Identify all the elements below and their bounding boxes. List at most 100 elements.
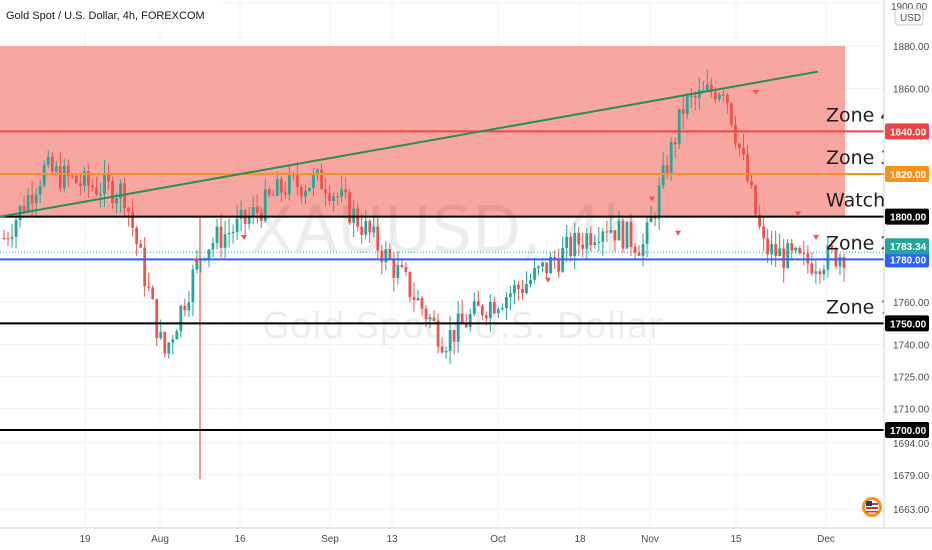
signal-marker xyxy=(795,211,801,217)
time-tick-label: 13 xyxy=(386,534,398,545)
time-axis-ticks[interactable]: 19 Aug 16 Sep 13 Oct 18 Nov 15 Dec xyxy=(79,534,834,545)
candle-body xyxy=(143,247,147,287)
candle-body xyxy=(738,143,741,148)
candle-body xyxy=(541,262,544,267)
candle-body xyxy=(22,205,26,212)
candle-body xyxy=(480,305,484,316)
candle-body xyxy=(726,94,729,104)
candle-body xyxy=(581,244,585,249)
candle-body xyxy=(34,194,38,204)
candle-body xyxy=(320,169,323,190)
candle-body xyxy=(396,264,400,278)
candle-body xyxy=(625,221,629,249)
candle-body xyxy=(336,196,339,198)
candle-body xyxy=(316,169,319,175)
candle-body xyxy=(428,317,432,320)
candle-body xyxy=(384,249,388,263)
candle-body xyxy=(432,317,436,321)
signal-marker xyxy=(241,235,247,240)
candle-body xyxy=(388,249,392,259)
candle-body xyxy=(360,226,364,235)
candle-body xyxy=(139,243,143,248)
price-tag-1750.00 xyxy=(885,315,929,332)
candle-body xyxy=(131,211,135,228)
candle-body xyxy=(794,248,798,251)
candle-body xyxy=(163,332,167,354)
candle-body xyxy=(300,187,303,197)
candle-body xyxy=(778,248,782,257)
candle-body xyxy=(147,286,151,288)
signal-marker xyxy=(753,89,759,95)
candle-body xyxy=(91,185,94,188)
header-background xyxy=(0,0,220,28)
candle-body xyxy=(436,320,440,347)
zone-label-zone-1: Zone 1 xyxy=(826,296,893,318)
candle-body xyxy=(95,187,98,195)
candle-body xyxy=(26,195,30,212)
candle-body xyxy=(151,287,155,300)
candle-body xyxy=(701,89,705,91)
candle-body xyxy=(730,103,733,125)
candle-body xyxy=(46,156,50,165)
candle-body xyxy=(649,216,653,223)
currency-badge[interactable]: USD xyxy=(894,8,924,26)
candle-body xyxy=(605,231,609,233)
candle-body xyxy=(312,174,315,188)
candle-body xyxy=(175,331,179,340)
candle-body xyxy=(766,238,770,255)
price-tag-1840.00 xyxy=(885,123,929,140)
candle-body xyxy=(782,248,786,269)
zone-lines[interactable]: Zone 4 Zone 3 Watch Zone 2 Zone 1 xyxy=(0,104,893,431)
price-tag-text: 1783.34 xyxy=(890,242,927,253)
candle-body xyxy=(392,258,396,278)
zone-label-zone-2: Zone 2 xyxy=(826,232,893,254)
candle-body xyxy=(115,198,118,204)
candle-body xyxy=(287,173,291,195)
symbol-title[interactable]: Gold Spot / U.S. Dollar, 4h, FOREXCOM xyxy=(6,10,205,22)
candle-body xyxy=(589,233,593,246)
time-tick-label: 15 xyxy=(730,534,742,545)
flag-icon[interactable] xyxy=(862,497,882,517)
candle-body xyxy=(171,339,175,343)
candle-body xyxy=(340,189,344,197)
candle-body xyxy=(718,94,721,100)
candle-body xyxy=(476,301,480,306)
candle-body xyxy=(364,220,368,235)
trendline[interactable] xyxy=(0,70,819,218)
candle-body xyxy=(267,189,271,195)
price-tick-label: 1710.00 xyxy=(893,405,930,416)
candle-body xyxy=(565,237,569,249)
price-tick-label: 1725.00 xyxy=(893,373,930,384)
price-tag-text: 1820.00 xyxy=(890,170,927,181)
time-tick-label: Nov xyxy=(641,534,659,545)
candle-body xyxy=(416,298,420,301)
candle-body xyxy=(107,173,110,182)
candle-body xyxy=(496,309,500,314)
candle-body xyxy=(400,264,404,267)
signal-marker xyxy=(649,196,655,202)
candle-body xyxy=(58,166,62,189)
candle-body xyxy=(99,194,102,196)
price-tag-1820.00 xyxy=(885,166,929,182)
candle-body xyxy=(549,256,553,274)
time-tick-label: Oct xyxy=(490,534,506,545)
candle-body xyxy=(746,154,749,182)
candle-body xyxy=(408,271,412,298)
signal-marker xyxy=(813,235,819,240)
candle-body xyxy=(661,165,665,186)
candle-body xyxy=(376,226,380,251)
candle-body xyxy=(657,185,661,219)
candle-body xyxy=(183,305,187,311)
candle-body xyxy=(38,185,42,195)
candle-body xyxy=(673,141,677,145)
candle-body xyxy=(279,179,283,193)
candle-body xyxy=(82,171,86,186)
candle-body xyxy=(822,269,826,275)
candle-body xyxy=(689,95,693,97)
time-tick-label: 19 xyxy=(79,534,91,545)
candle-body xyxy=(332,196,335,201)
currency-label: USD xyxy=(900,13,921,24)
candle-body xyxy=(802,253,806,255)
